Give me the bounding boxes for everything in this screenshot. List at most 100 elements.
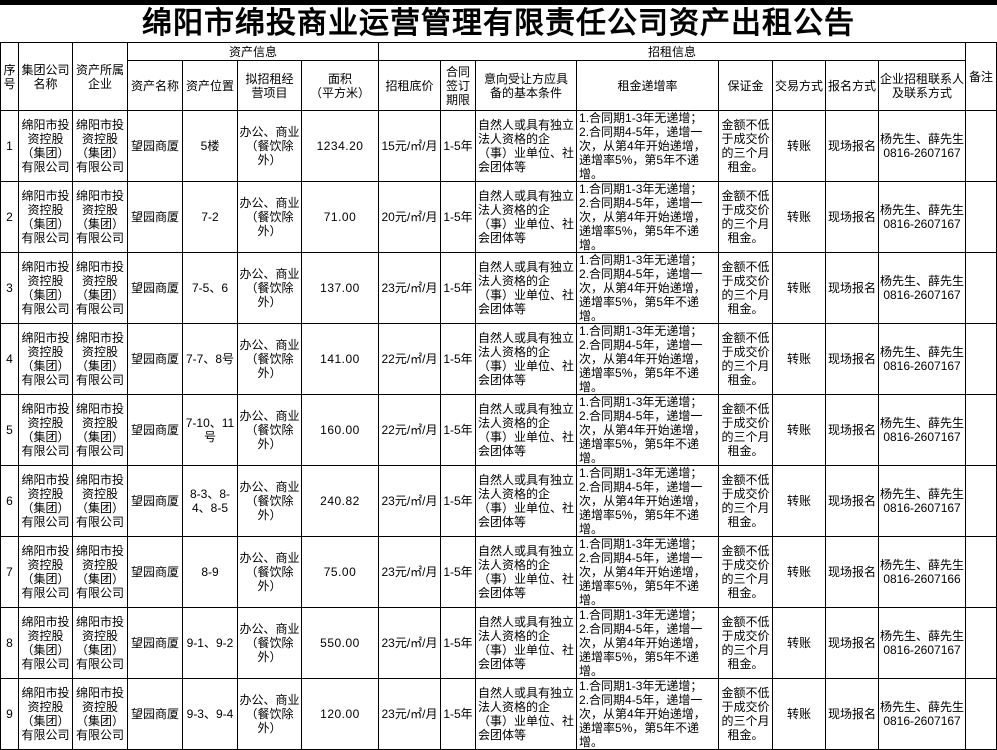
cell-business-items: 办公、商业 （餐饮除外）	[237, 252, 302, 324]
cell-transaction-method: 转账	[772, 536, 827, 608]
cell-asset-name: 望园商厦	[127, 394, 183, 466]
cell-registration-method: 现场报名	[825, 607, 880, 679]
cell-deposit: 金额不低于成交价的三个月租金。	[718, 678, 774, 750]
cell-asset-name: 望园商厦	[127, 465, 183, 537]
cell-conditions: 自然人或具有独立法人资格的企（事）业单位、社会团体等	[475, 323, 578, 395]
cell-area: 240.82	[300, 465, 380, 537]
cell-asset-location: 5楼	[182, 110, 238, 182]
cell-increase-rate: 1.合同期1-3年无递增； 2.合同期4-5年，递增一次，从第4年开始递增，递增…	[576, 678, 720, 750]
cell-contract-term: 1-5年	[440, 323, 477, 395]
cell-group-company: 绵阳市投资控股（集团）有限公司	[18, 536, 73, 608]
header-base-price: 招租底价	[378, 60, 442, 111]
cell-area: 71.00	[300, 181, 380, 253]
cell-increase-rate: 1.合同期1-3年无递增； 2.合同期4-5年，递增一次，从第4年开始递增，递增…	[576, 110, 720, 182]
cell-increase-rate: 1.合同期1-3年无递增； 2.合同期4-5年，递增一次，从第4年开始递增，递增…	[576, 394, 720, 466]
cell-registration-method: 现场报名	[825, 465, 880, 537]
cell-remark	[965, 252, 997, 324]
cell-business-items: 办公、商业 （餐饮除外）	[237, 181, 302, 253]
cell-remark	[965, 181, 997, 253]
cell-seq: 4	[0, 323, 19, 395]
cell-contact: 杨先生、薛先生 0816-2607167	[878, 678, 967, 750]
table-row: 5 绵阳市投资控股（集团）有限公司 绵阳市投资控股（集团）有限公司 望园商厦 7…	[0, 394, 997, 466]
cell-contract-term: 1-5年	[440, 607, 477, 679]
cell-asset-name: 望园商厦	[127, 323, 183, 395]
cell-remark	[965, 323, 997, 395]
cell-increase-rate: 1.合同期1-3年无递增； 2.合同期4-5年，递增一次，从第4年开始递增，递增…	[576, 252, 720, 324]
cell-deposit: 金额不低于成交价的三个月租金。	[718, 252, 774, 324]
cell-business-items: 办公、商业 （餐饮除外）	[237, 323, 302, 395]
cell-deposit: 金额不低于成交价的三个月租金。	[718, 181, 774, 253]
table-row: 1 绵阳市投资控股（集团）有限公司 绵阳市投资控股（集团）有限公司 望园商厦 5…	[0, 110, 997, 182]
cell-registration-method: 现场报名	[825, 181, 880, 253]
cell-contact: 杨先生、薛先生 0816-2607167	[878, 394, 967, 466]
cell-business-items: 办公、商业 （餐饮除外）	[237, 110, 302, 182]
cell-asset-name: 望园商厦	[127, 607, 183, 679]
cell-registration-method: 现场报名	[825, 323, 880, 395]
cell-contact: 杨先生、薛先生 0816-2607167	[878, 181, 967, 253]
cell-asset-location: 7-5、6	[182, 252, 238, 324]
cell-group-company: 绵阳市投资控股（集团）有限公司	[18, 181, 73, 253]
cell-group-company: 绵阳市投资控股（集团）有限公司	[18, 678, 73, 750]
cell-group-company: 绵阳市投资控股（集团）有限公司	[18, 394, 73, 466]
page-title: 绵阳市绵投商业运营管理有限责任公司资产出租公告	[142, 7, 855, 40]
cell-deposit: 金额不低于成交价的三个月租金。	[718, 110, 774, 182]
cell-increase-rate: 1.合同期1-3年无递增； 2.合同期4-5年，递增一次，从第4年开始递增，递增…	[576, 465, 720, 537]
cell-base-price: 22元/㎡/月	[378, 394, 442, 466]
cell-area: 160.00	[300, 394, 380, 466]
cell-contact: 杨先生、薛先生 0816-2607167	[878, 465, 967, 537]
cell-asset-name: 望园商厦	[127, 678, 183, 750]
cell-transaction-method: 转账	[772, 110, 827, 182]
cell-owner-enterprise: 绵阳市投资控股（集团）有限公司	[72, 181, 128, 253]
cell-contract-term: 1-5年	[440, 536, 477, 608]
table-row: 3 绵阳市投资控股（集团）有限公司 绵阳市投资控股（集团）有限公司 望园商厦 7…	[0, 252, 997, 324]
cell-seq: 3	[0, 252, 19, 324]
cell-owner-enterprise: 绵阳市投资控股（集团）有限公司	[72, 536, 128, 608]
cell-area: 120.00	[300, 678, 380, 750]
cell-transaction-method: 转账	[772, 323, 827, 395]
header-sub-row: 资产名称 资产位置 拟招租经 营项目 面积 （平方米） 招租底价 合同 签订 期…	[1, 60, 997, 111]
header-conditions: 意向受让方应具 备的基本条件	[475, 60, 578, 111]
header-area: 面积 （平方米）	[300, 60, 380, 111]
header-group-rental-info: 招租信息	[378, 42, 967, 61]
cell-conditions: 自然人或具有独立法人资格的企（事）业单位、社会团体等	[475, 678, 578, 750]
cell-registration-method: 现场报名	[825, 536, 880, 608]
cell-contact: 杨先生、薛先生 0816-2607167	[878, 323, 967, 395]
cell-conditions: 自然人或具有独立法人资格的企（事）业单位、社会团体等	[475, 465, 578, 537]
cell-area: 550.00	[300, 607, 380, 679]
header-asset-name: 资产名称	[127, 60, 183, 111]
cell-area: 1234.20	[300, 110, 380, 182]
cell-increase-rate: 1.合同期1-3年无递增； 2.合同期4-5年，递增一次，从第4年开始递增，递增…	[576, 607, 720, 679]
cell-deposit: 金额不低于成交价的三个月租金。	[718, 323, 774, 395]
cell-owner-enterprise: 绵阳市投资控股（集团）有限公司	[72, 678, 128, 750]
table-body: 1 绵阳市投资控股（集团）有限公司 绵阳市投资控股（集团）有限公司 望园商厦 5…	[0, 110, 997, 750]
cell-transaction-method: 转账	[772, 607, 827, 679]
cell-asset-location: 8-3、8-4、8-5	[182, 465, 238, 537]
cell-remark	[965, 110, 997, 182]
cell-group-company: 绵阳市投资控股（集团）有限公司	[18, 607, 73, 679]
cell-remark	[965, 465, 997, 537]
cell-seq: 1	[0, 110, 19, 182]
cell-owner-enterprise: 绵阳市投资控股（集团）有限公司	[72, 607, 128, 679]
cell-remark	[965, 607, 997, 679]
cell-remark	[965, 394, 997, 466]
header-group-company: 集团公司名称	[18, 42, 73, 111]
cell-asset-location: 9-1、9-2	[182, 607, 238, 679]
cell-contract-term: 1-5年	[440, 110, 477, 182]
cell-remark	[965, 678, 997, 750]
cell-owner-enterprise: 绵阳市投资控股（集团）有限公司	[72, 465, 128, 537]
cell-asset-location: 7-2	[182, 181, 238, 253]
header-transaction-method: 交易方式	[772, 60, 827, 111]
cell-owner-enterprise: 绵阳市投资控股（集团）有限公司	[72, 323, 128, 395]
table-row: 8 绵阳市投资控股（集团）有限公司 绵阳市投资控股（集团）有限公司 望园商厦 9…	[0, 607, 997, 679]
table-row: 2 绵阳市投资控股（集团）有限公司 绵阳市投资控股（集团）有限公司 望园商厦 7…	[0, 181, 997, 253]
header-business-items: 拟招租经 营项目	[237, 60, 302, 111]
cell-group-company: 绵阳市投资控股（集团）有限公司	[18, 110, 73, 182]
cell-seq: 6	[0, 465, 19, 537]
cell-conditions: 自然人或具有独立法人资格的企（事）业单位、社会团体等	[475, 536, 578, 608]
cell-contact: 杨先生、薛先生 0816-2607167	[878, 252, 967, 324]
cell-contact: 杨先生、薛先生 0816-2607167	[878, 607, 967, 679]
cell-business-items: 办公、商业 （餐饮除外）	[237, 607, 302, 679]
cell-business-items: 办公、商业 （餐饮除外）	[237, 536, 302, 608]
cell-area: 75.00	[300, 536, 380, 608]
header-increase-rate: 租金递增率	[576, 60, 720, 111]
